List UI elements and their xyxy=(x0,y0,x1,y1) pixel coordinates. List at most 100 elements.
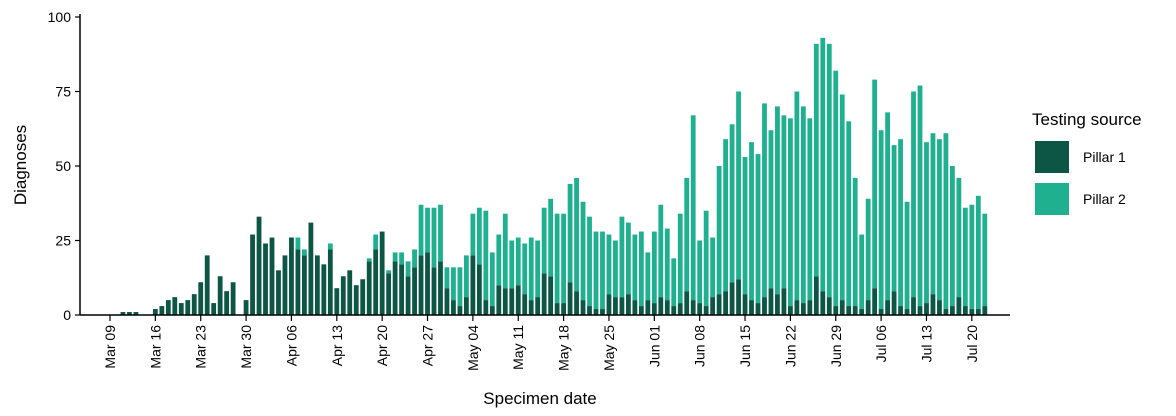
bar-pillar-2 xyxy=(425,207,430,253)
bar-pillar-1 xyxy=(178,303,184,315)
bar-pillar-1 xyxy=(198,282,204,315)
x-tick-label: May 25 xyxy=(601,325,617,371)
pillar-2-bars xyxy=(295,37,988,310)
bar-pillar-2 xyxy=(470,213,476,256)
x-tick-label: Jul 20 xyxy=(964,325,980,363)
bar-pillar-1 xyxy=(593,309,599,315)
bar-pillar-2 xyxy=(366,258,372,262)
bar-pillar-1 xyxy=(775,294,780,315)
bar-pillar-1 xyxy=(574,291,579,315)
bar-pillar-2 xyxy=(496,234,502,286)
bar-pillar-2 xyxy=(464,255,469,298)
bar-pillar-1 xyxy=(742,294,748,315)
bar-pillar-2 xyxy=(742,157,748,295)
bar-pillar-1 xyxy=(820,291,826,315)
bar-pillar-2 xyxy=(781,115,787,289)
bar-pillar-2 xyxy=(606,234,612,295)
bar-pillar-1 xyxy=(425,252,430,315)
bar-pillar-1 xyxy=(898,306,903,315)
bar-pillar-1 xyxy=(438,261,443,315)
bar-pillar-2 xyxy=(645,252,651,301)
x-tick-label: Jun 01 xyxy=(646,325,662,367)
bar-pillar-1 xyxy=(211,303,217,315)
bar-pillar-1 xyxy=(308,222,314,315)
bar-pillar-1 xyxy=(794,300,800,315)
bar-pillar-1 xyxy=(431,267,437,315)
y-tick-label: 75 xyxy=(55,84,71,100)
bar-pillar-1 xyxy=(289,237,294,315)
bar-pillar-1 xyxy=(788,306,793,315)
bar-pillar-1 xyxy=(399,264,404,315)
bar-pillar-2 xyxy=(386,270,392,274)
bar-pillar-1 xyxy=(982,306,988,315)
bar-pillar-1 xyxy=(736,279,741,315)
bar-pillar-2 xyxy=(418,204,424,256)
x-tick-label: Apr 06 xyxy=(283,325,299,366)
bar-pillar-2 xyxy=(813,43,819,277)
bar-pillar-1 xyxy=(658,297,664,315)
bar-pillar-2 xyxy=(820,37,826,292)
bar-pillar-2 xyxy=(839,94,845,301)
bar-pillar-1 xyxy=(781,288,787,315)
bar-pillar-1 xyxy=(587,306,592,315)
bar-pillar-1 xyxy=(347,270,353,315)
bar-pillar-2 xyxy=(826,43,832,298)
bar-pillar-1 xyxy=(833,306,839,315)
y-tick-label: 100 xyxy=(48,9,72,25)
bar-pillar-2 xyxy=(723,139,728,292)
bar-pillar-1 xyxy=(755,303,761,315)
bar-pillar-2 xyxy=(716,166,722,295)
bar-pillar-1 xyxy=(723,291,728,315)
bar-pillar-2 xyxy=(749,142,754,301)
bar-pillar-2 xyxy=(528,237,534,301)
bar-pillar-1 xyxy=(444,288,450,315)
bar-pillar-1 xyxy=(340,276,346,315)
bar-pillar-2 xyxy=(917,85,923,307)
bar-pillar-2 xyxy=(373,234,379,250)
bar-pillar-2 xyxy=(729,124,735,283)
bar-pillar-2 xyxy=(969,204,975,310)
axes xyxy=(79,14,1010,316)
bar-pillar-1 xyxy=(911,297,916,315)
bar-pillar-1 xyxy=(528,300,534,315)
bar-pillar-1 xyxy=(749,300,754,315)
bar-pillar-2 xyxy=(956,177,962,298)
bar-pillar-1 xyxy=(729,282,735,315)
bar-pillar-2 xyxy=(872,79,878,289)
bar-pillar-1 xyxy=(295,249,301,315)
bar-pillar-1 xyxy=(334,288,340,315)
bar-pillar-1 xyxy=(502,288,508,315)
bar-pillar-1 xyxy=(496,285,502,315)
bar-pillar-1 xyxy=(924,303,929,315)
bar-pillar-1 xyxy=(314,255,320,315)
bar-pillar-1 xyxy=(191,294,197,315)
y-tick-label: 0 xyxy=(63,307,71,323)
x-tick-label: Mar 23 xyxy=(193,325,209,369)
bar-pillar-1 xyxy=(230,282,236,315)
bar-pillar-1 xyxy=(302,255,307,315)
bar-pillar-1 xyxy=(535,297,541,315)
bar-pillar-2 xyxy=(690,115,696,301)
x-tick-label: Jul 13 xyxy=(918,325,934,363)
bar-pillar-2 xyxy=(788,118,793,307)
bar-pillar-1 xyxy=(917,306,923,315)
bar-pillar-1 xyxy=(885,300,890,315)
bar-pillar-1 xyxy=(645,300,651,315)
legend: Testing source Pillar 1 Pillar 2 xyxy=(1032,110,1142,215)
bar-pillar-2 xyxy=(937,139,942,301)
x-tick-label: May 11 xyxy=(510,325,526,370)
bar-pillar-2 xyxy=(671,258,677,307)
bar-pillar-1 xyxy=(975,309,981,315)
bar-pillar-1 xyxy=(956,297,962,315)
bar-pillar-2 xyxy=(885,112,890,301)
bar-pillar-2 xyxy=(846,121,852,307)
bar-pillar-1 xyxy=(859,309,865,315)
bar-pillar-1 xyxy=(243,300,249,315)
bar-pillar-1 xyxy=(412,267,417,315)
bar-pillar-1 xyxy=(664,300,670,315)
bar-pillar-2 xyxy=(554,213,560,304)
bar-pillar-2 xyxy=(775,106,780,295)
bar-pillar-2 xyxy=(865,198,871,301)
bar-pillar-1 xyxy=(509,288,515,315)
bar-pillar-2 xyxy=(580,201,586,301)
